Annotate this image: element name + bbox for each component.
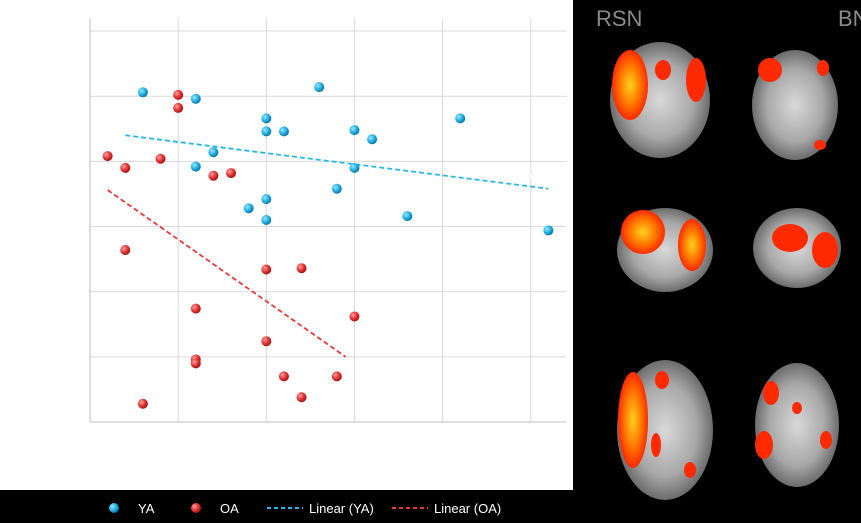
x-tick-label: 23.00: [338, 432, 371, 447]
trendline-ya: [125, 134, 549, 190]
data-point-oa: [226, 168, 237, 179]
data-point-oa: [331, 371, 342, 382]
legend: YA OA Linear (YA) Linear (OA): [109, 501, 501, 516]
data-point-oa: [102, 151, 113, 162]
y-tick-label: 0.13: [47, 350, 72, 365]
data-point-oa: [261, 336, 272, 347]
data-point-ya: [261, 113, 272, 124]
brain-image-rsn-bottom: [617, 360, 713, 500]
data-point-ya: [402, 211, 413, 222]
x-axis-title: DISINHIBITED EATING: [257, 459, 395, 474]
brain-image-bn-top: [752, 50, 838, 160]
y-tick-label: 0.33: [47, 89, 72, 104]
data-point-oa: [296, 392, 307, 403]
data-point-ya: [331, 183, 342, 194]
brain-image-rsn-middle: [617, 208, 713, 292]
data-point-oa: [120, 162, 131, 173]
brain-image-rsn-top: [610, 42, 710, 158]
brain-image-bn-bottom: [755, 363, 839, 487]
data-point-ya: [367, 134, 378, 145]
data-point-oa: [173, 102, 184, 113]
x-tick-label: 13.00: [162, 432, 195, 447]
data-point-ya: [208, 147, 219, 158]
data-point-ya: [137, 87, 148, 98]
r2-label-oa: R² = 0.2421: [340, 355, 408, 370]
legend-marker-ya: [109, 503, 119, 513]
data-point-ya: [261, 215, 272, 225]
grid-lines: [89, 18, 566, 423]
data-point-ya: [261, 126, 272, 137]
data-point-ya: [455, 113, 466, 124]
legend-label-linear-ya: Linear (YA): [309, 501, 374, 516]
y-tick-label: 0.28: [47, 154, 72, 169]
trendline-oa: [107, 189, 347, 358]
x-tick-label: 18.00: [250, 432, 283, 447]
data-point-oa: [173, 89, 184, 100]
panel-label-rsn: RSN: [596, 6, 642, 31]
data-point-oa: [278, 371, 289, 382]
y-tick-label: 0.08: [47, 415, 72, 430]
y-tick-label: 0.18: [47, 285, 72, 300]
panel-label-bn: BN: [838, 6, 861, 31]
x-tick-label: 33.00: [514, 432, 547, 447]
data-point-ya: [543, 225, 554, 236]
data-point-oa: [349, 311, 360, 322]
brain-panel: RSN BN: [573, 0, 861, 523]
data-point-ya: [314, 82, 325, 93]
data-point-oa: [190, 358, 201, 369]
y-tick-label: 0.23: [47, 220, 72, 235]
data-point-ya: [349, 125, 360, 136]
data-point-ya: [278, 126, 289, 137]
legend-label-oa: OA: [220, 501, 239, 516]
data-point-oa: [208, 170, 219, 181]
trendlines: [107, 134, 549, 358]
y-axis-title: FRONTOPARIETAL NETWORK CONNECTIVITY: [24, 87, 39, 376]
chart-panel: [0, 0, 573, 523]
data-point-oa: [261, 264, 272, 275]
brain-image-bn-middle: [753, 208, 841, 288]
axis-ticks: 0.08 0.13 0.18 0.23 0.28 0.33 0.38 8.00 13.00 18.…: [47, 24, 547, 447]
data-point-ya: [190, 93, 201, 104]
data-point-oa: [137, 398, 148, 409]
data-point-ya: [190, 161, 201, 172]
data-points: [102, 82, 554, 409]
data-point-oa: [190, 303, 201, 314]
x-tick-label: 8.00: [77, 432, 102, 447]
data-point-oa: [155, 153, 166, 164]
y-tick-label: 0.38: [47, 24, 72, 39]
legend-label-ya: YA: [138, 501, 155, 516]
data-point-ya: [243, 203, 254, 214]
legend-band: [0, 490, 573, 523]
data-point-oa: [120, 244, 131, 255]
legend-marker-oa: [191, 503, 201, 513]
x-tick-label: 28.00: [426, 432, 459, 447]
data-point-oa: [296, 263, 307, 274]
legend-label-linear-oa: Linear (OA): [434, 501, 501, 516]
data-point-ya: [261, 194, 272, 205]
data-point-ya: [349, 162, 360, 173]
r2-label-ya: R² = 0.0852: [471, 167, 539, 182]
